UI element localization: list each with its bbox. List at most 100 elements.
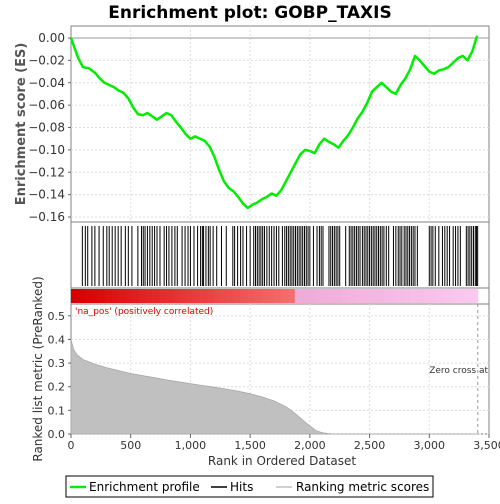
color-bar-cell [139, 289, 146, 303]
color-bar-cell [98, 289, 105, 303]
color-bar-cell [437, 289, 444, 303]
enrichment-score-panel: 0.00−0.02−0.04−0.06−0.08−0.10−0.12−0.14−… [14, 26, 489, 224]
color-bar-cell [213, 289, 220, 303]
es-y-tick-label: −0.04 [28, 76, 65, 90]
positive-correlated-label: 'na_pos' (positively correlated) [75, 307, 213, 317]
color-bar-cell [390, 289, 397, 303]
ranked-y-axis-label: Ranked list metric (PreRanked) [31, 276, 45, 461]
ranked-x-axis-label: Rank in Ordered Dataset [208, 454, 356, 468]
color-bar-cell [193, 289, 200, 303]
color-bar-cell [403, 289, 410, 303]
color-bar-cell [369, 289, 376, 303]
color-bar-cell [173, 289, 180, 303]
ranked-x-tick-label: 500 [120, 439, 141, 452]
color-bar-cell [383, 289, 390, 303]
chart-title: Enrichment plot: GOBP_TAXIS [108, 3, 391, 23]
color-bar-cell [396, 289, 403, 303]
color-bar-cell [457, 289, 464, 303]
ranked-y-ticks: 0.0 0.1 0.2 0.3 0.4 0.5 [48, 310, 72, 441]
color-bar-cell [410, 289, 417, 303]
color-bar-cell [159, 289, 166, 303]
color-bar-cell [146, 289, 153, 303]
color-bar-cell [105, 289, 112, 303]
color-bar-cell [220, 289, 227, 303]
ranked-y-tick-label: 0.4 [48, 333, 66, 346]
color-bar-cell [417, 289, 424, 303]
color-bar-cell [85, 289, 92, 303]
color-bar-cell [315, 289, 322, 303]
ranked-x-tick-label: 3,000 [414, 439, 446, 452]
color-bar-cell [152, 289, 159, 303]
hits-panel [71, 222, 489, 288]
color-bar-cell [430, 289, 437, 303]
ranked-y-tick-label: 0.2 [48, 381, 66, 394]
color-bar-cell [254, 289, 261, 303]
color-bar-cell [132, 289, 139, 303]
color-bar-cell [308, 289, 315, 303]
color-bar-cell [274, 289, 281, 303]
color-bar-cell [295, 289, 302, 303]
color-bar-cell [166, 289, 173, 303]
zero-cross-label: Zero cross at [429, 366, 488, 376]
color-bar-cell [451, 289, 458, 303]
color-bar-cell [78, 289, 85, 303]
color-bar-cell [125, 289, 132, 303]
color-bar-cell [186, 289, 193, 303]
ranked-y-tick-label: 0.0 [48, 428, 66, 441]
color-bar-cell [342, 289, 349, 303]
es-y-tick-label: −0.02 [28, 53, 65, 67]
ranked-y-tick-label: 0.1 [48, 404, 66, 417]
legend-enrichment-label: Enrichment profile [89, 480, 200, 494]
es-y-tick-label: −0.14 [28, 188, 65, 202]
color-bar-cell [234, 289, 241, 303]
es-y-ticks: 0.00−0.02−0.04−0.06−0.08−0.10−0.12−0.14−… [28, 31, 71, 224]
legend-metric-label: Ranking metric scores [296, 480, 429, 494]
ranked-x-ticks: 0 500 1,000 1,500 2,000 2,500 3,000 3,500 [68, 434, 500, 452]
color-bar-cell [302, 289, 309, 303]
color-bar-cell [118, 289, 125, 303]
color-bar-cell [240, 289, 247, 303]
color-bar-cell [444, 289, 451, 303]
color-bar-cell [376, 289, 383, 303]
color-bar-cell [112, 289, 119, 303]
color-bar-cell [424, 289, 431, 303]
color-bar-cell [281, 289, 288, 303]
legend-hits-label: Hits [230, 480, 253, 494]
color-bar-cell [91, 289, 98, 303]
color-bar-cell [464, 289, 471, 303]
color-bar-cell [179, 289, 186, 303]
color-bar-cell [363, 289, 370, 303]
color-bar-cell [247, 289, 254, 303]
color-bar-cell [471, 289, 478, 303]
hits-frame [71, 222, 489, 288]
ranked-x-tick-label: 1,500 [234, 439, 266, 452]
es-y-tick-label: −0.08 [28, 121, 65, 135]
color-bar-cells [71, 289, 478, 303]
ranked-x-tick-label: 1,000 [175, 439, 207, 452]
color-bar-cell [288, 289, 295, 303]
ranked-x-tick-label: 2,500 [354, 439, 386, 452]
color-bar-cell [349, 289, 356, 303]
rank-color-bar [71, 288, 489, 304]
color-bar-cell [335, 289, 342, 303]
color-bar-cell [261, 289, 268, 303]
ranked-y-tick-label: 0.5 [48, 310, 66, 323]
ranked-x-tick-label: 3,500 [473, 439, 500, 452]
color-bar-cell [356, 289, 363, 303]
ranked-y-tick-label: 0.3 [48, 357, 66, 370]
es-y-tick-label: 0.00 [38, 31, 65, 45]
color-bar-cell [329, 289, 336, 303]
color-bar-cell [71, 289, 78, 303]
es-y-tick-label: −0.06 [28, 98, 65, 112]
es-y-tick-label: −0.12 [28, 165, 65, 179]
ranked-metric-panel: 0.0 0.1 0.2 0.3 0.4 0.5 0 500 1,000 1,500 2,000 2,… [31, 276, 500, 468]
color-bar-cell [268, 289, 275, 303]
color-bar-cell [322, 289, 329, 303]
ranked-x-tick-label: 0 [68, 439, 75, 452]
color-bar-cell [227, 289, 234, 303]
es-y-axis-label: Enrichment score (ES) [14, 43, 29, 206]
es-y-tick-label: −0.16 [28, 210, 65, 224]
ranked-x-tick-label: 2,000 [294, 439, 326, 452]
